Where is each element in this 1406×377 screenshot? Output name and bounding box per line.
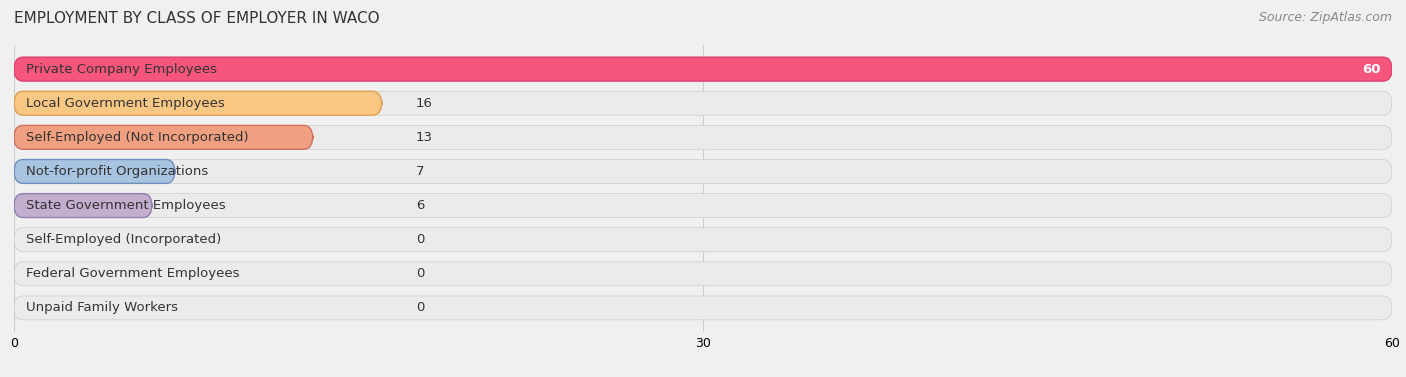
Text: 60: 60: [1362, 63, 1381, 76]
FancyBboxPatch shape: [14, 91, 1392, 115]
FancyBboxPatch shape: [14, 262, 1392, 286]
FancyBboxPatch shape: [14, 194, 152, 218]
Text: EMPLOYMENT BY CLASS OF EMPLOYER IN WACO: EMPLOYMENT BY CLASS OF EMPLOYER IN WACO: [14, 11, 380, 26]
Text: 0: 0: [416, 301, 425, 314]
Text: 6: 6: [416, 199, 425, 212]
Text: 0: 0: [416, 233, 425, 246]
Text: Self-Employed (Not Incorporated): Self-Employed (Not Incorporated): [25, 131, 249, 144]
Text: Source: ZipAtlas.com: Source: ZipAtlas.com: [1258, 11, 1392, 24]
Text: Federal Government Employees: Federal Government Employees: [25, 267, 239, 280]
FancyBboxPatch shape: [14, 159, 174, 183]
Text: Unpaid Family Workers: Unpaid Family Workers: [25, 301, 177, 314]
FancyBboxPatch shape: [14, 126, 1392, 149]
FancyBboxPatch shape: [14, 91, 381, 115]
Text: 7: 7: [416, 165, 425, 178]
Text: Local Government Employees: Local Government Employees: [25, 97, 225, 110]
Text: Private Company Employees: Private Company Employees: [25, 63, 217, 76]
Text: Not-for-profit Organizations: Not-for-profit Organizations: [25, 165, 208, 178]
FancyBboxPatch shape: [14, 159, 1392, 183]
Text: 0: 0: [416, 267, 425, 280]
FancyBboxPatch shape: [14, 296, 1392, 320]
Text: 13: 13: [416, 131, 433, 144]
FancyBboxPatch shape: [14, 194, 1392, 218]
FancyBboxPatch shape: [14, 57, 1392, 81]
Text: Self-Employed (Incorporated): Self-Employed (Incorporated): [25, 233, 221, 246]
Text: State Government Employees: State Government Employees: [25, 199, 225, 212]
FancyBboxPatch shape: [14, 228, 1392, 251]
FancyBboxPatch shape: [14, 126, 312, 149]
FancyBboxPatch shape: [14, 57, 1392, 81]
Text: 16: 16: [416, 97, 433, 110]
